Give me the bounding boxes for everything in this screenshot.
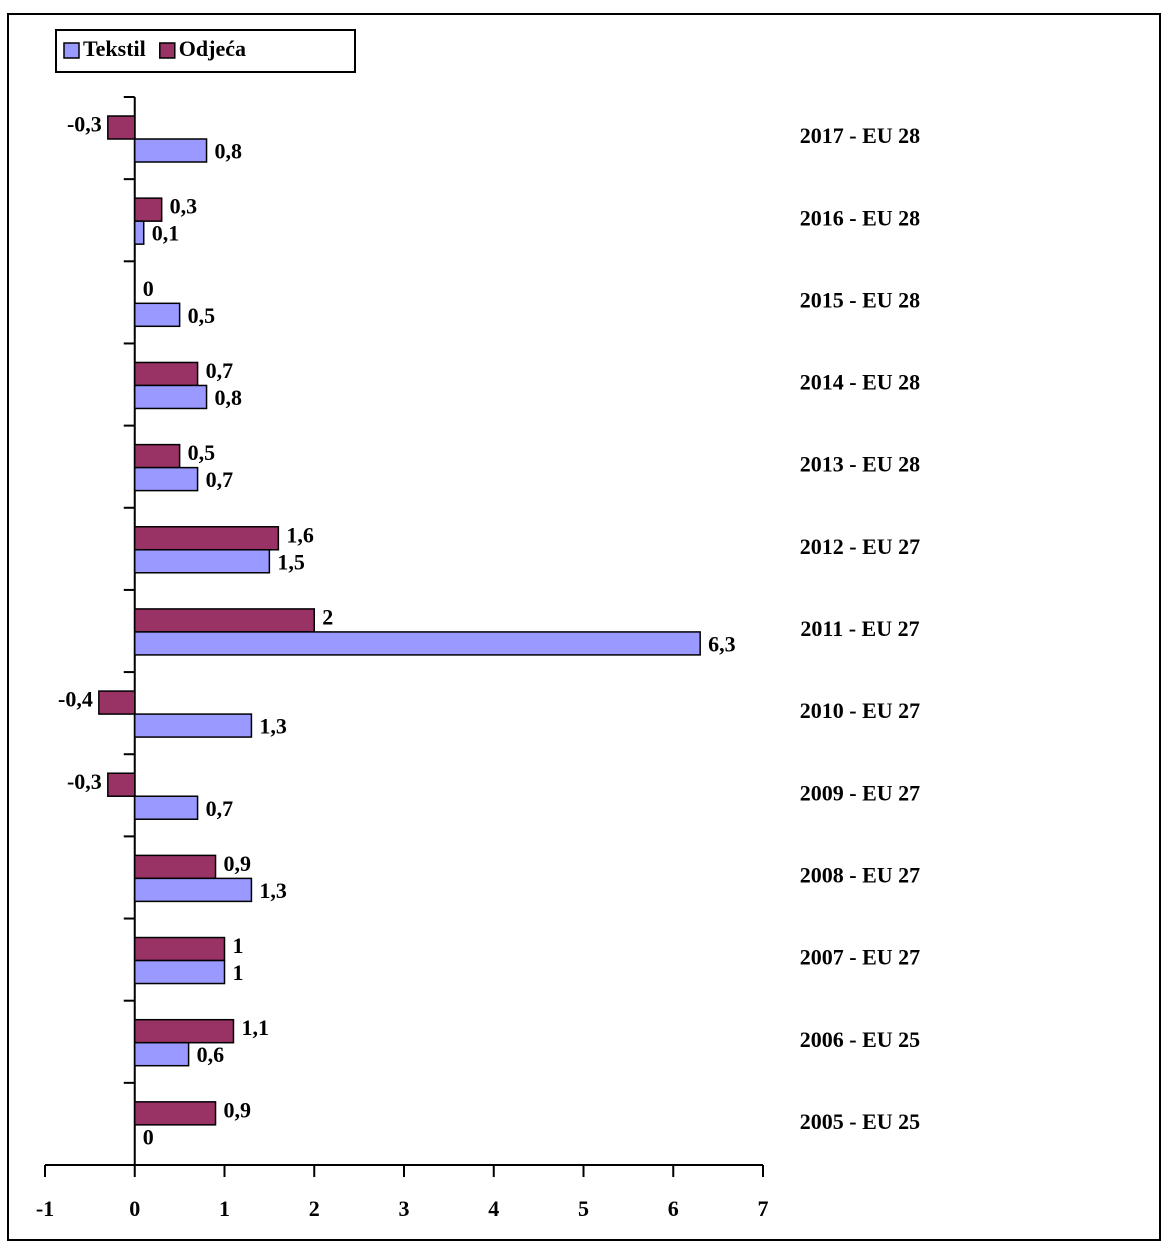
category-label: 2005 - EU 25 bbox=[800, 1109, 920, 1134]
data-label: 1,3 bbox=[259, 878, 287, 903]
category-label: 2008 - EU 27 bbox=[800, 863, 920, 888]
category-label: 2016 - EU 28 bbox=[800, 205, 920, 230]
bar bbox=[134, 936, 226, 962]
bar bbox=[134, 631, 701, 656]
bar bbox=[134, 443, 181, 469]
x-tick-label: 4 bbox=[488, 1196, 499, 1221]
data-label: 0 bbox=[143, 1124, 154, 1149]
bar bbox=[134, 608, 315, 633]
bar bbox=[134, 854, 217, 880]
data-label: 0,7 bbox=[206, 467, 234, 492]
x-tick-label: 1 bbox=[219, 1196, 230, 1221]
x-tick-label: 2 bbox=[309, 1196, 320, 1221]
category-label: 2007 - EU 27 bbox=[800, 945, 920, 970]
data-label: 0,7 bbox=[206, 796, 234, 821]
data-label: 1 bbox=[233, 960, 244, 985]
bar bbox=[134, 361, 199, 387]
data-label: 0,5 bbox=[188, 303, 216, 328]
data-label: 0,8 bbox=[215, 385, 243, 410]
category-label: 2017 - EU 28 bbox=[800, 123, 920, 148]
data-label: 1 bbox=[233, 933, 244, 958]
data-label: 1,5 bbox=[277, 549, 305, 574]
data-label: 1,1 bbox=[241, 1015, 269, 1040]
data-label: 0,3 bbox=[170, 194, 198, 219]
legend-swatch bbox=[159, 42, 176, 59]
bar bbox=[134, 549, 271, 574]
bar bbox=[134, 302, 181, 328]
data-label: 1,6 bbox=[286, 522, 314, 547]
bar bbox=[134, 877, 253, 903]
legend-label: Tekstil bbox=[83, 36, 146, 61]
x-tick-label: 0 bbox=[129, 1196, 140, 1221]
bar bbox=[107, 772, 136, 797]
bar bbox=[134, 1041, 190, 1067]
data-label: -0,4 bbox=[58, 687, 93, 712]
bar bbox=[134, 526, 280, 551]
legend-box bbox=[55, 29, 356, 73]
data-label: 0,7 bbox=[206, 358, 234, 383]
data-label: -0,3 bbox=[67, 769, 102, 794]
data-label: 2 bbox=[322, 604, 333, 629]
x-tick-label: 5 bbox=[578, 1196, 589, 1221]
bar bbox=[134, 959, 226, 985]
category-label: 2009 - EU 27 bbox=[800, 780, 920, 805]
bar bbox=[134, 795, 199, 820]
bar bbox=[134, 220, 145, 245]
bar bbox=[134, 197, 163, 222]
category-label: 2006 - EU 25 bbox=[800, 1027, 920, 1052]
bar bbox=[134, 1018, 235, 1044]
data-label: 0 bbox=[143, 276, 154, 301]
data-label: 0,9 bbox=[224, 851, 252, 876]
data-label: 1,3 bbox=[259, 714, 287, 739]
category-label: 2015 - EU 28 bbox=[800, 287, 920, 312]
category-label: 2014 - EU 28 bbox=[800, 370, 920, 395]
bar bbox=[134, 384, 208, 410]
data-label: 6,3 bbox=[708, 631, 736, 656]
x-tick-label: -1 bbox=[36, 1196, 54, 1221]
bar bbox=[107, 115, 136, 140]
chart-frame bbox=[7, 13, 1161, 1241]
bar bbox=[98, 690, 136, 715]
data-label: 0,1 bbox=[152, 221, 180, 246]
data-label: 0,6 bbox=[197, 1042, 225, 1067]
bar bbox=[134, 713, 253, 738]
category-label: 2011 - EU 27 bbox=[800, 616, 919, 641]
bar bbox=[134, 1101, 217, 1126]
x-tick-label: 6 bbox=[668, 1196, 679, 1221]
legend-label: Odjeća bbox=[179, 36, 246, 61]
category-label: 2012 - EU 27 bbox=[800, 534, 920, 559]
bar bbox=[134, 466, 199, 492]
data-label: 0,5 bbox=[188, 440, 216, 465]
legend-swatch bbox=[63, 42, 80, 59]
x-tick-label: 7 bbox=[758, 1196, 769, 1221]
data-label: 0,8 bbox=[215, 139, 243, 164]
data-label: -0,3 bbox=[67, 112, 102, 137]
bar bbox=[134, 138, 208, 163]
x-tick-label: 3 bbox=[399, 1196, 410, 1221]
category-label: 2013 - EU 28 bbox=[800, 452, 920, 477]
data-label: 0,9 bbox=[224, 1097, 252, 1122]
category-label: 2010 - EU 27 bbox=[800, 698, 920, 723]
